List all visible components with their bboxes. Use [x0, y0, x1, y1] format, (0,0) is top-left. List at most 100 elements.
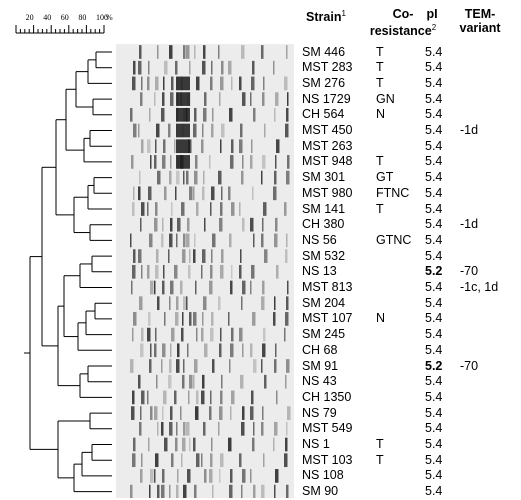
gel-band — [202, 312, 204, 326]
gel-band — [154, 280, 156, 295]
gel-band — [262, 343, 266, 358]
coresistance-value: T — [376, 44, 384, 59]
gel-band — [231, 202, 235, 216]
gel-band — [169, 421, 173, 436]
gel-band — [264, 374, 267, 389]
gel-band — [220, 453, 224, 468]
scale-tick-label: 100 — [96, 13, 108, 22]
gel-band — [157, 421, 159, 436]
gel-band — [209, 155, 211, 169]
gel-band — [176, 233, 178, 248]
gel-band — [162, 406, 164, 420]
gel-band — [169, 296, 171, 311]
coresistance-value: T — [376, 154, 384, 169]
gel-band — [169, 233, 173, 248]
gel-band — [274, 107, 276, 122]
gel-band — [220, 202, 223, 216]
gel-band — [170, 92, 174, 106]
gel-band — [182, 374, 185, 389]
pi-value: 5.4 — [425, 295, 443, 310]
gel-band — [250, 469, 252, 483]
gel-band — [133, 312, 137, 326]
gel-band — [231, 139, 234, 154]
gel-band — [196, 76, 200, 91]
gel-band — [201, 453, 203, 468]
gel-band — [131, 280, 133, 295]
gel-band — [228, 186, 231, 201]
gel-band — [231, 76, 233, 91]
gel-band — [252, 186, 254, 201]
gel-band — [164, 60, 168, 75]
gel-band — [161, 233, 164, 248]
gel-band — [171, 327, 175, 342]
gel-band — [170, 343, 172, 358]
gel-band — [141, 453, 143, 468]
gel-band — [201, 139, 204, 154]
tem-variant-value: -1d — [460, 217, 479, 232]
gel-band — [130, 359, 134, 373]
gel-band — [212, 233, 216, 248]
gel-band — [175, 312, 179, 326]
gel-band — [157, 170, 161, 185]
gel-band — [239, 76, 242, 91]
gel-band — [210, 390, 212, 405]
gel-band — [148, 60, 150, 75]
gel-band — [263, 327, 266, 342]
gel-band — [183, 421, 186, 436]
strain-label: MST 980 — [302, 185, 353, 200]
gel-band — [220, 76, 224, 91]
gel-band — [176, 123, 190, 138]
pi-value: 5.4 — [425, 60, 443, 75]
gel-band — [251, 264, 255, 279]
gel-band — [170, 280, 174, 295]
pi-value: 5.4 — [425, 389, 443, 404]
gel-band — [131, 155, 134, 169]
gel-band — [203, 421, 206, 436]
gel-band — [211, 437, 213, 452]
gel-band — [193, 123, 197, 138]
gel-band — [169, 45, 173, 59]
pi-value: 5.4 — [425, 437, 443, 451]
gel-band — [250, 343, 253, 358]
gel-band — [177, 343, 180, 358]
pi-value: 5.4 — [425, 248, 443, 263]
gel-band — [286, 45, 288, 59]
gel-band — [139, 421, 142, 436]
gel-band — [240, 249, 242, 263]
gel-band — [162, 155, 166, 169]
gel-band — [140, 92, 143, 106]
pi-value: 5.4 — [425, 405, 443, 420]
strain-label: MST 107 — [302, 311, 353, 326]
pi-value: 5.4 — [425, 484, 443, 499]
gel-band — [132, 327, 134, 342]
gel-band — [194, 233, 196, 248]
strain-label: MST 948 — [302, 154, 353, 169]
gel-band — [239, 327, 243, 342]
gel-band — [175, 60, 178, 75]
gel-band — [261, 233, 264, 248]
coresistance-value: T — [376, 60, 384, 75]
gel-band — [218, 45, 220, 59]
gel-band — [189, 437, 191, 452]
strain-label: MST 813 — [302, 280, 353, 294]
scale-tick-label: 80 — [78, 13, 86, 22]
gel-band — [180, 406, 182, 420]
strain-label: CH 1350 — [302, 389, 352, 404]
gel-band — [157, 484, 160, 498]
gel-band — [251, 390, 254, 405]
gel-band — [263, 202, 267, 216]
gel-band — [171, 202, 173, 216]
gel-band — [133, 437, 136, 452]
pi-value: 5.4 — [425, 154, 443, 169]
gel-band — [229, 359, 231, 373]
gel-band — [194, 107, 197, 122]
gel-band — [287, 280, 289, 295]
gel-band — [138, 60, 142, 75]
gel-band — [133, 123, 137, 138]
gel-band — [202, 249, 206, 263]
coresistance-value: GTNC — [376, 232, 412, 247]
gel-band — [276, 390, 278, 405]
gel-band — [149, 233, 153, 248]
gel-band — [220, 264, 224, 279]
pi-value: 5.4 — [425, 170, 443, 185]
